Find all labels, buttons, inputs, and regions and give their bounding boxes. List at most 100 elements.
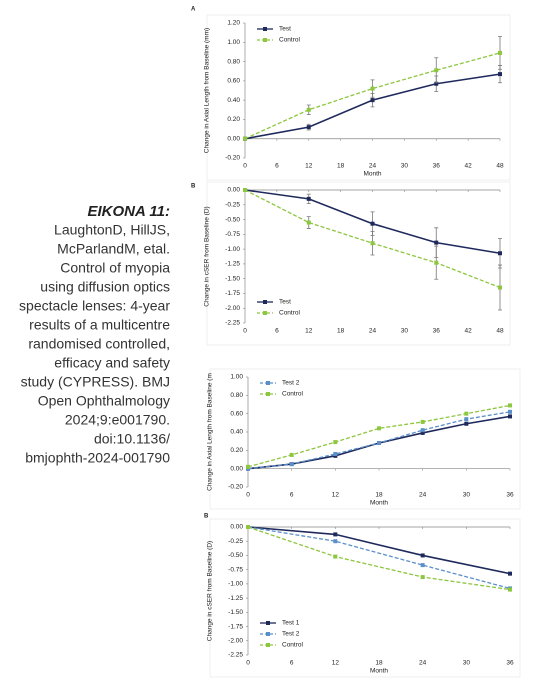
y-tick-label: 1.00 xyxy=(227,39,240,46)
marker xyxy=(508,571,512,576)
x-tick-label: 6 xyxy=(275,328,279,335)
caption-line: LaughtonD, HillJS, xyxy=(54,222,170,238)
x-tick-label: 18 xyxy=(375,660,383,667)
legend-marker xyxy=(263,300,267,304)
y-tick-label: 0.60 xyxy=(227,78,240,85)
x-tick-label: 36 xyxy=(433,163,441,170)
marker xyxy=(333,452,338,456)
marker xyxy=(333,532,338,537)
legend-marker xyxy=(266,632,270,636)
legend-marker xyxy=(263,38,267,42)
marker xyxy=(508,414,512,419)
legend-marker xyxy=(266,392,270,396)
x-tick-label: 0 xyxy=(243,328,247,335)
x-tick-label: 0 xyxy=(246,660,250,667)
marker xyxy=(306,220,311,225)
x-tick-label: 24 xyxy=(369,328,377,335)
marker xyxy=(464,417,469,422)
y-tick-label: 0.00 xyxy=(230,465,243,472)
y-tick-label: -0.25 xyxy=(228,538,243,545)
legend-label: Test xyxy=(279,299,291,306)
caption-title: EIKONA 11: xyxy=(87,203,170,220)
plot-frame xyxy=(206,14,511,181)
x-tick-label: 0 xyxy=(243,163,247,170)
y-axis-label: Change in Axial Length from Baseline (m xyxy=(207,373,214,491)
legend-label: Control xyxy=(282,642,304,649)
x-tick-label: 6 xyxy=(275,163,279,170)
y-tick-label: -1.25 xyxy=(225,261,240,268)
marker xyxy=(464,421,469,426)
y-tick-label: -1.00 xyxy=(228,581,243,588)
panel-label: A xyxy=(191,7,196,13)
caption-line: results of a multicentre xyxy=(29,317,170,333)
y-tick-label: -1.25 xyxy=(228,595,243,602)
x-tick-label: 42 xyxy=(465,163,473,170)
marker xyxy=(333,440,338,445)
panel-label: B xyxy=(204,514,209,520)
marker xyxy=(243,188,247,192)
legend-label: Test 1 xyxy=(282,620,300,627)
y-tick-label: -2.00 xyxy=(225,305,240,312)
y-tick-label: 0.40 xyxy=(230,429,243,436)
marker xyxy=(333,554,338,559)
marker xyxy=(377,426,381,431)
marker xyxy=(508,587,512,592)
caption-line: randomised controlled, xyxy=(28,336,170,352)
x-tick-label: 36 xyxy=(433,328,441,335)
marker xyxy=(333,539,338,544)
x-tick-label: 6 xyxy=(290,660,294,667)
caption-line: bmjophth-2024-001790 xyxy=(25,450,170,466)
marker xyxy=(306,196,311,201)
marker xyxy=(434,68,439,73)
marker xyxy=(434,240,439,245)
legend-label: Test xyxy=(279,26,291,33)
legend-label: Control xyxy=(279,310,301,317)
y-tick-label: 0.20 xyxy=(227,116,240,123)
marker xyxy=(420,430,425,435)
caption-line: doi:10.1136/ xyxy=(94,431,170,447)
caption-line: 2024;9:e001790. xyxy=(65,412,170,428)
marker xyxy=(246,525,250,529)
x-tick-label: 24 xyxy=(419,492,427,499)
panel-label: B xyxy=(191,184,196,190)
x-tick-label: 30 xyxy=(401,328,409,335)
x-tick-label: 30 xyxy=(401,163,409,170)
x-tick-label: 36 xyxy=(506,492,514,499)
marker xyxy=(289,462,294,467)
legend-label: Test 2 xyxy=(282,631,300,638)
marker xyxy=(420,575,425,580)
y-axis-label: Change in Axial Length from Baseline (mm… xyxy=(204,28,211,153)
y-tick-label: 0.20 xyxy=(230,447,243,454)
marker xyxy=(370,86,375,91)
marker xyxy=(498,50,502,55)
y-tick-label: -0.25 xyxy=(225,201,240,208)
marker xyxy=(243,136,247,141)
x-tick-label: 24 xyxy=(369,163,377,170)
legend-marker xyxy=(266,381,270,385)
plot-frame xyxy=(209,518,521,678)
marker xyxy=(498,251,502,256)
caption-line: efficacy and safety xyxy=(54,355,170,371)
y-tick-label: 0.00 xyxy=(227,187,240,194)
marker xyxy=(289,452,294,457)
marker xyxy=(420,428,425,433)
x-tick-label: 12 xyxy=(305,328,313,335)
y-tick-label: 0.80 xyxy=(230,392,243,399)
y-tick-label: 1.20 xyxy=(227,20,240,27)
marker xyxy=(306,125,311,130)
x-axis-label: Month xyxy=(370,500,388,507)
x-tick-label: 12 xyxy=(332,660,340,667)
caption-line: study (CYPRESS). BMJ xyxy=(21,374,170,390)
x-tick-label: 18 xyxy=(375,492,383,499)
marker xyxy=(508,403,512,408)
marker xyxy=(370,98,375,103)
x-axis-label: Month xyxy=(370,668,388,675)
y-tick-label: 0.60 xyxy=(230,410,243,417)
y-tick-label: -0.20 xyxy=(228,484,243,491)
marker xyxy=(508,409,512,414)
y-tick-label: -1.75 xyxy=(228,623,243,630)
caption-line: using diffusion optics xyxy=(40,279,170,295)
plot-frame xyxy=(209,368,521,510)
x-tick-label: 30 xyxy=(463,492,471,499)
y-tick-label: -0.50 xyxy=(228,552,243,559)
